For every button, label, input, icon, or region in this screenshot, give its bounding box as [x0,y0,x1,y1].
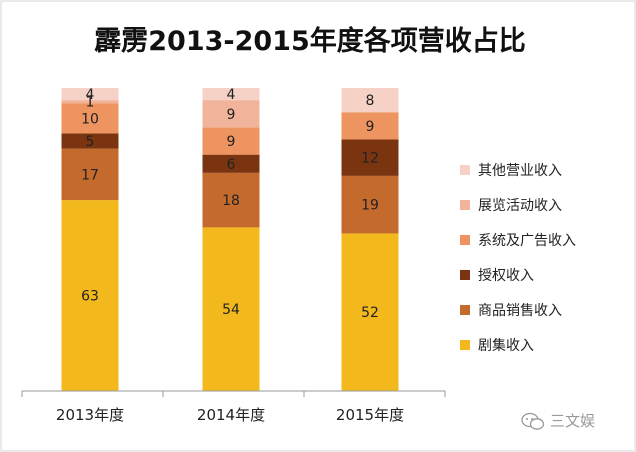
x-tick-label: 2015年度 [336,406,404,424]
legend-swatch [460,200,470,210]
bar-segment [61,200,119,391]
bar-segment [202,172,260,228]
legend-swatch [460,340,470,350]
bar-segment [61,100,119,104]
legend-label: 系统及广告收入 [478,233,576,249]
data-label: 12 [361,151,379,167]
bar-segment [202,227,260,391]
bar-segment [341,139,399,176]
data-label: 9 [366,119,375,135]
bar-segment [341,175,399,234]
legend-swatch [460,235,470,245]
x-tick-label: 2013年度 [56,406,124,424]
bar-segment [341,112,399,140]
watermark-text: 三文娱 [550,412,595,430]
bars [61,88,399,391]
x-tick-label: 2014年度 [197,406,265,424]
legend-label: 展览活动收入 [478,198,562,214]
bar-segment [341,88,399,113]
chart-title: 霹雳2013-2015年度各项营收占比 [94,25,526,57]
data-label: 10 [81,111,99,127]
watermark: 三文娱 [521,412,595,430]
data-label: 63 [81,289,99,305]
data-label: 18 [222,193,240,209]
data-label: 9 [227,134,236,150]
data-label: 17 [81,167,99,183]
bar-segment [61,148,119,201]
data-label: 8 [366,93,375,109]
bar-segment [202,100,260,128]
bar-segment [202,154,260,173]
bar-segment [61,103,119,134]
bar-segment [61,133,119,149]
legend-label: 商品销售收入 [478,303,562,319]
legend-swatch [460,165,470,175]
x-axis-ticks [21,391,446,397]
x-axis-labels: 2013年度 2014年度 2015年度 [56,406,404,424]
legend-label: 其他营业收入 [478,163,562,179]
data-label: 54 [222,302,240,318]
data-label: 1 [86,95,95,111]
bar-segment [61,88,119,101]
data-label: 4 [227,87,236,103]
data-label: 6 [227,157,236,173]
data-label: 52 [361,305,379,321]
legend-swatch [460,305,470,315]
bar-segment [341,233,399,391]
data-label: 4 [86,87,95,103]
data-label: 5 [86,134,95,150]
bar-segment [202,88,260,101]
legend-swatch [460,270,470,280]
legend-label: 剧集收入 [478,337,534,354]
data-label: 19 [361,198,379,214]
data-label: 9 [227,107,236,123]
legend-label: 授权收入 [478,268,534,284]
wechat-icon [521,412,545,430]
bar-segment [202,127,260,155]
